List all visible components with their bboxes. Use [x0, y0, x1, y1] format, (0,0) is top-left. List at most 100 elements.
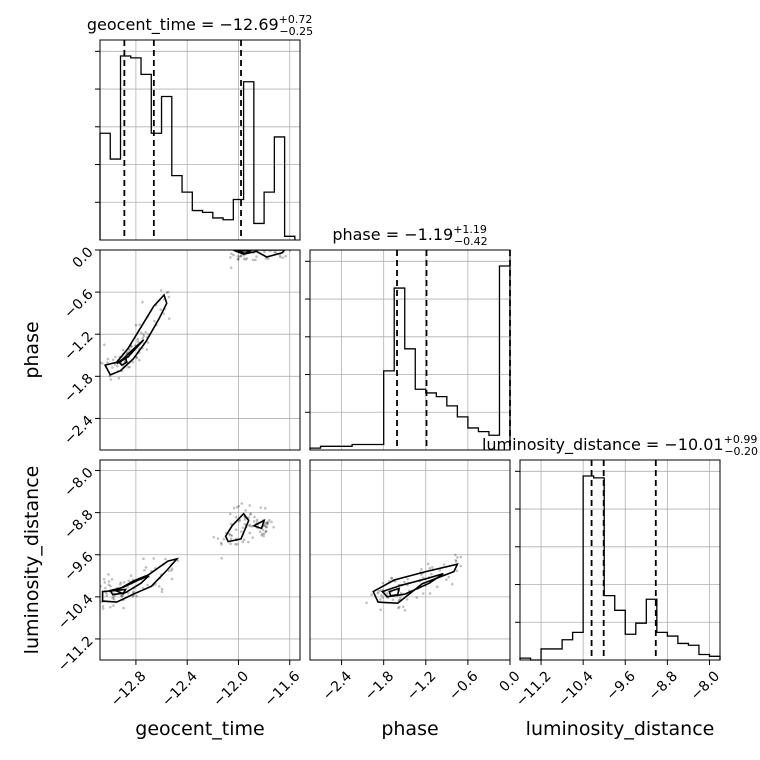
sample-point — [222, 537, 226, 541]
sample-point — [132, 590, 135, 594]
sample-point — [378, 598, 382, 601]
sample-point — [135, 594, 139, 598]
y-axis-luminosity_distance: −11.2−10.4 −9.6 −8.8 −8.0 luminosity_distanc… — [21, 465, 100, 675]
sample-points — [100, 245, 292, 381]
sample-point — [258, 246, 261, 249]
sample-point — [379, 608, 383, 612]
sample-point — [247, 540, 250, 544]
sample-point — [251, 258, 255, 262]
panel-content — [365, 553, 463, 612]
sample-point — [241, 540, 244, 544]
sample-point — [278, 255, 282, 259]
y-tick-label: −8.0 — [61, 465, 96, 500]
sample-point — [253, 247, 256, 250]
sample-point — [108, 605, 112, 609]
x-tick-label: −11.6 — [262, 668, 304, 710]
sample-point — [240, 530, 243, 533]
sample-point — [144, 331, 148, 334]
y-tick-label: −0.6 — [61, 286, 96, 321]
sample-point — [244, 258, 247, 261]
sample-point — [255, 518, 259, 522]
sample-point — [220, 543, 223, 546]
sample-point — [128, 348, 131, 352]
sample-point — [272, 525, 275, 529]
title-minus: −0.42 — [454, 235, 488, 248]
sample-point — [274, 251, 278, 254]
sample-point — [454, 553, 457, 557]
axis-frame — [99, 459, 301, 661]
sample-point — [260, 533, 264, 537]
sample-point — [459, 555, 463, 559]
histogram-luminosity_distance — [519, 475, 721, 661]
grid-lines — [100, 460, 300, 660]
sample-point — [406, 577, 409, 581]
sample-point — [212, 535, 216, 539]
sample-point — [248, 513, 252, 516]
sample-point — [142, 333, 145, 336]
sample-point — [128, 365, 131, 369]
x-tick-label: −9.6 — [604, 668, 639, 703]
sample-point — [234, 245, 237, 248]
sample-point — [244, 509, 247, 512]
sample-point — [146, 341, 150, 344]
title-plus: +0.72 — [279, 13, 313, 26]
sample-point — [420, 568, 423, 571]
sample-point — [167, 317, 171, 320]
sample-point — [248, 531, 252, 535]
sample-point — [232, 506, 236, 510]
sample-point — [265, 522, 269, 525]
sample-point — [236, 258, 240, 261]
sample-point — [237, 245, 240, 248]
title-minus: −0.25 — [279, 25, 313, 38]
sample-point — [428, 567, 431, 570]
y-tick-label: −1.2 — [61, 329, 96, 364]
sample-point — [451, 582, 454, 586]
sample-point — [239, 254, 243, 258]
sample-point — [252, 520, 256, 523]
sample-point — [248, 524, 251, 528]
sample-point — [160, 587, 164, 591]
sample-point — [281, 256, 285, 259]
sample-point — [126, 365, 130, 369]
sample-point — [107, 583, 111, 587]
sample-point — [141, 300, 144, 304]
hist-panel-geocent_time: geocent_time = −12.69+0.72 −0.25 — [87, 13, 313, 241]
x-axis-geocent_time: −12.8 −12.4 −12.0 −11.6 geocent_time — [108, 660, 304, 740]
title-luminosity_distance: luminosity_distance = −10.01+0.99 −0.20 — [482, 433, 758, 458]
sample-point — [455, 569, 459, 572]
panel-content — [100, 245, 292, 381]
sample-point — [248, 504, 251, 507]
title-minus: −0.20 — [724, 445, 758, 458]
contour-inner — [388, 587, 401, 597]
x-tick-label: −11.2 — [513, 668, 555, 710]
sample-point — [111, 358, 115, 362]
sample-point — [394, 580, 397, 583]
sample-point — [103, 581, 107, 584]
sample-point — [270, 520, 273, 524]
axis-frame — [309, 459, 511, 661]
sample-point — [235, 542, 239, 546]
sample-point — [399, 591, 403, 595]
sample-point — [278, 253, 282, 257]
grid-lines — [100, 40, 300, 240]
sample-point — [263, 524, 266, 527]
sample-point — [159, 289, 163, 292]
sample-point — [120, 595, 123, 598]
sample-point — [266, 522, 269, 526]
contour-outer — [232, 250, 286, 258]
sample-point — [112, 604, 115, 607]
y-tick-label: −10.4 — [55, 591, 97, 633]
sample-point — [170, 577, 174, 581]
sample-point — [145, 348, 149, 351]
sample-point — [216, 537, 220, 540]
sample-point — [399, 596, 402, 600]
x-tick-label: −8.0 — [688, 668, 723, 703]
sample-point — [251, 536, 254, 539]
sample-point — [279, 246, 282, 249]
contour-outer — [101, 557, 180, 603]
sample-point — [264, 257, 268, 260]
sample-point — [265, 525, 268, 529]
sample-point — [229, 542, 232, 546]
sample-point — [284, 254, 287, 258]
sample-point — [112, 595, 115, 599]
